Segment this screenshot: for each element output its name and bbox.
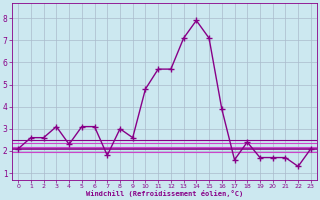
X-axis label: Windchill (Refroidissement éolien,°C): Windchill (Refroidissement éolien,°C) xyxy=(86,190,243,197)
